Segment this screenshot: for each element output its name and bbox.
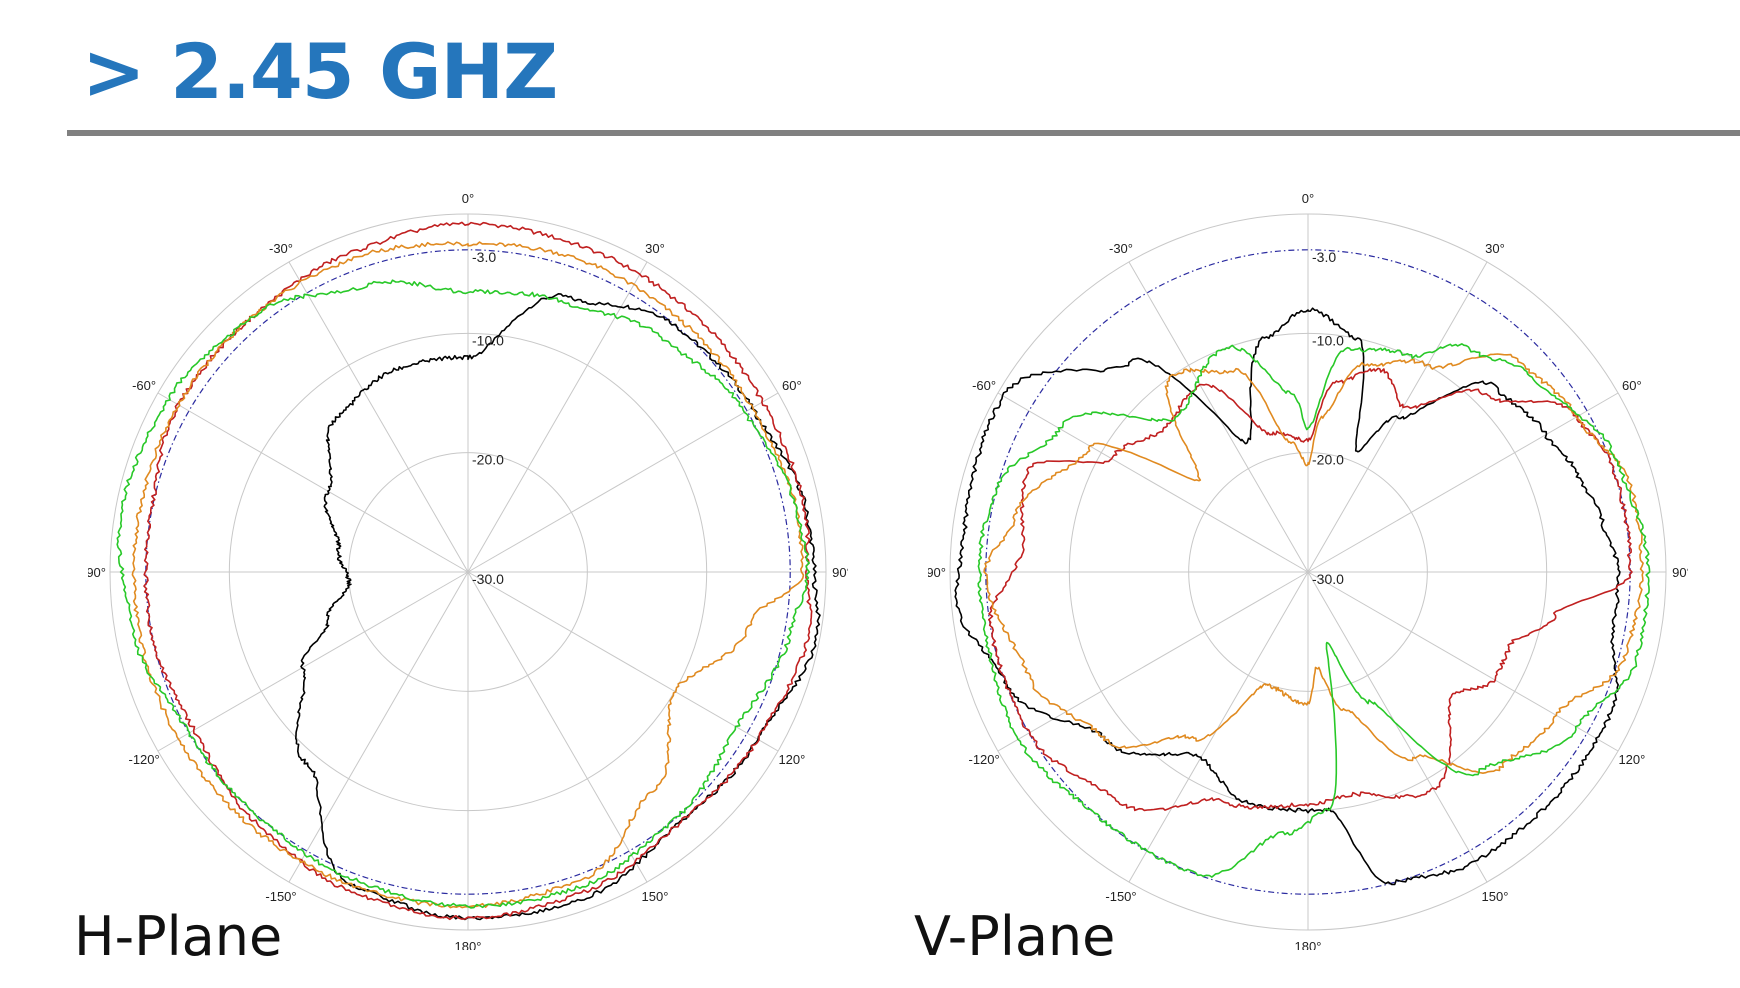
radial-tick-label: -30.0 bbox=[1312, 571, 1344, 587]
series-line bbox=[131, 241, 805, 909]
angle-tick-label: 180° bbox=[1295, 939, 1322, 950]
grid-spoke bbox=[157, 392, 469, 573]
angle-tick-label: -90° bbox=[928, 565, 946, 580]
series-line bbox=[954, 307, 1621, 886]
angle-tick-label: 30° bbox=[645, 241, 665, 256]
grid-spoke bbox=[467, 261, 648, 573]
slide-title: > 2.45 GHZ bbox=[82, 27, 558, 116]
grid-spoke bbox=[997, 571, 1309, 752]
v-plane-polar-svg: 0° 30° 60° 90° 120° 150° 180° -150° -120° -90° -60… bbox=[928, 191, 1688, 950]
grid-spoke bbox=[1128, 571, 1309, 883]
angle-tick-label: 0° bbox=[462, 191, 474, 206]
grid-spoke bbox=[997, 392, 1309, 573]
angle-tick-label: -150° bbox=[1105, 889, 1136, 904]
h-plane-polar-chart: 0° 30° 60° 90° 120° 150° 180° -150° -120° -90° -60… bbox=[88, 190, 848, 950]
radial-tick-label: -10.0 bbox=[472, 332, 504, 348]
radial-tick-label: -20.0 bbox=[472, 452, 504, 468]
angle-tick-label: -120° bbox=[128, 752, 159, 767]
grid-spoke bbox=[467, 571, 648, 883]
angle-tick-label: 90° bbox=[832, 565, 848, 580]
angle-tick-label: -60° bbox=[132, 378, 156, 393]
angle-tick-label: -30° bbox=[269, 241, 293, 256]
series-line bbox=[988, 367, 1633, 812]
angle-tick-label: -90° bbox=[88, 565, 106, 580]
series-line bbox=[977, 343, 1651, 878]
v-plane-polar-chart: 0° 30° 60° 90° 120° 150° 180° -150° -120° -90° -60… bbox=[928, 190, 1688, 950]
angle-tick-label: 120° bbox=[1618, 752, 1645, 767]
series-line bbox=[983, 353, 1644, 774]
series-line bbox=[116, 279, 811, 909]
angle-tick-label: 150° bbox=[1482, 889, 1509, 904]
angle-tick-label: 60° bbox=[1622, 378, 1642, 393]
grid-spoke bbox=[1307, 392, 1619, 573]
radial-tick-label: -30.0 bbox=[472, 571, 504, 587]
radial-tick-label: -20.0 bbox=[1312, 452, 1344, 468]
h-plane-polar-svg: 0° 30° 60° 90° 120° 150° 180° -150° -120° -90° -60… bbox=[88, 191, 848, 950]
angle-tick-label: -60° bbox=[972, 378, 996, 393]
angle-tick-label: -120° bbox=[968, 752, 999, 767]
radial-tick-label: -10.0 bbox=[1312, 332, 1344, 348]
angle-tick-label: -150° bbox=[265, 889, 296, 904]
radial-tick-label: -3.0 bbox=[472, 249, 496, 265]
angle-tick-label: 0° bbox=[1302, 191, 1314, 206]
reference-circle bbox=[145, 249, 791, 895]
title-divider bbox=[67, 130, 1740, 136]
grid-spoke bbox=[467, 392, 779, 573]
grid-spoke bbox=[1307, 571, 1619, 752]
angle-tick-label: 150° bbox=[642, 889, 669, 904]
v-plane-caption: V-Plane bbox=[914, 905, 1116, 968]
grid-spoke bbox=[467, 571, 779, 752]
grid-spoke bbox=[288, 261, 469, 573]
angle-tick-label: 60° bbox=[782, 378, 802, 393]
angle-tick-label: 30° bbox=[1485, 241, 1505, 256]
angle-tick-label: 90° bbox=[1672, 565, 1688, 580]
grid-spoke bbox=[288, 571, 469, 883]
angle-tick-label: -30° bbox=[1109, 241, 1133, 256]
grid-spoke bbox=[1307, 571, 1488, 883]
angle-tick-label: 120° bbox=[778, 752, 805, 767]
angle-tick-label: 180° bbox=[455, 939, 482, 950]
grid-spoke bbox=[157, 571, 469, 752]
radial-tick-label: -3.0 bbox=[1312, 249, 1336, 265]
reference-circle bbox=[985, 249, 1631, 895]
h-plane-caption: H-Plane bbox=[74, 905, 283, 968]
